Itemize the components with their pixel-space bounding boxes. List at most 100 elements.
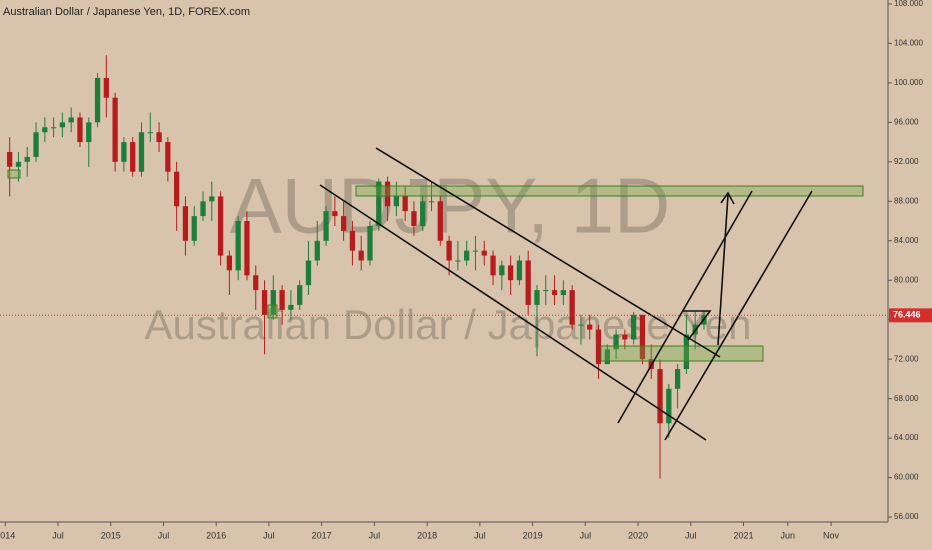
arrow-head	[720, 191, 735, 205]
candle-body	[437, 201, 443, 241]
candle-body	[33, 132, 39, 157]
candle-body	[121, 142, 127, 162]
candle-body	[305, 260, 312, 286]
candle-body	[428, 201, 435, 203]
candle-body	[490, 255, 496, 276]
candle-body	[349, 230, 356, 251]
x-tick-label: Jun	[781, 530, 796, 540]
candle-body	[270, 290, 276, 315]
y-tick-label: 56.000	[894, 512, 919, 521]
candle-body	[15, 161, 22, 167]
candle-body	[156, 132, 162, 143]
candle-body	[578, 324, 584, 326]
last-price-box	[889, 308, 932, 323]
triangle	[683, 310, 712, 341]
y-tick-label: 60.000	[894, 473, 919, 482]
channel-line	[375, 147, 721, 358]
x-tick-label: 2016	[206, 530, 226, 540]
candle-body	[543, 290, 549, 292]
candle-body	[77, 117, 83, 143]
candle-body	[217, 196, 224, 256]
x-tick-label: 2018	[417, 530, 437, 540]
candle-body	[138, 132, 145, 172]
arrow	[717, 194, 729, 346]
candle-body	[560, 290, 566, 296]
candle-body	[674, 369, 681, 389]
candle-body	[68, 117, 74, 123]
candle-body	[525, 260, 531, 305]
candle-body	[393, 196, 400, 207]
candle-body	[200, 201, 206, 217]
candle-body	[631, 314, 637, 340]
candle-body	[244, 221, 250, 276]
candle-body	[50, 127, 57, 129]
y-tick-label: 64.000	[894, 433, 919, 442]
support-zone	[600, 345, 764, 362]
candle-body	[94, 77, 101, 123]
candle-body	[288, 304, 294, 310]
zone	[7, 169, 21, 179]
candle-body	[332, 211, 338, 217]
y-tick-label: 100.000	[894, 78, 923, 87]
x-tick-label: 2015	[101, 530, 121, 540]
chart-title: Australian Dollar / Japanese Yen, 1D, FO…	[3, 6, 250, 18]
candle-body	[622, 334, 628, 340]
y-tick-label: 96.000	[894, 117, 919, 126]
candle-body	[323, 211, 329, 241]
x-tick-label: 2020	[628, 530, 648, 540]
candle-body	[182, 206, 189, 241]
x-tick-label: Jul	[580, 530, 592, 540]
candle-body	[279, 290, 285, 310]
y-tick-label: 104.000	[894, 39, 923, 48]
candle-body	[569, 290, 575, 325]
y-tick-label: 68.000	[894, 394, 919, 403]
last-price-label: 76.446	[893, 310, 921, 320]
candle-body	[472, 250, 479, 252]
candle-body	[613, 334, 619, 350]
candle-body	[130, 142, 136, 172]
x-tick-label: 2014	[0, 530, 15, 540]
up-channel-line	[617, 190, 753, 424]
candle-body	[666, 388, 672, 424]
x-tick-label: Jul	[263, 530, 275, 540]
candle-body	[464, 250, 470, 261]
y-tick-label: 80.000	[894, 275, 919, 284]
candle-body	[59, 122, 66, 128]
candle-body	[507, 265, 514, 281]
x-tick-label: Jul	[474, 530, 486, 540]
candle-body	[86, 122, 92, 143]
candle-body	[226, 255, 233, 271]
watermark-symbol: AUDJPY, 1D	[230, 162, 671, 250]
candle-body	[261, 290, 268, 315]
candle-body	[587, 324, 593, 330]
candle-body	[235, 221, 241, 271]
channel-line	[319, 184, 707, 441]
resistance-zone	[355, 185, 864, 197]
candle-body	[7, 151, 13, 167]
candle-body	[112, 97, 118, 162]
x-tick-label: Jul	[685, 530, 697, 540]
candle-body	[340, 216, 347, 231]
candle-body	[165, 142, 171, 172]
y-tick-label: 88.000	[894, 196, 919, 205]
candle-body	[384, 181, 391, 207]
x-tick-label: 2021	[733, 530, 753, 540]
candle-body	[253, 275, 259, 291]
x-tick-label: Jul	[52, 530, 64, 540]
candle-body	[297, 285, 303, 305]
candle-body	[376, 181, 382, 226]
y-tick-label: 84.000	[894, 236, 919, 245]
candle-body	[191, 216, 197, 241]
candle-body	[516, 260, 523, 281]
candle-body	[657, 369, 663, 424]
candle-body	[455, 260, 461, 262]
x-tick-label: 2019	[523, 530, 543, 540]
x-tick-label: Jul	[369, 530, 381, 540]
candle-body	[639, 314, 646, 360]
zone	[267, 304, 278, 319]
candle-body	[446, 240, 452, 261]
candle-body	[103, 77, 109, 98]
x-tick-label: Nov	[823, 530, 840, 540]
